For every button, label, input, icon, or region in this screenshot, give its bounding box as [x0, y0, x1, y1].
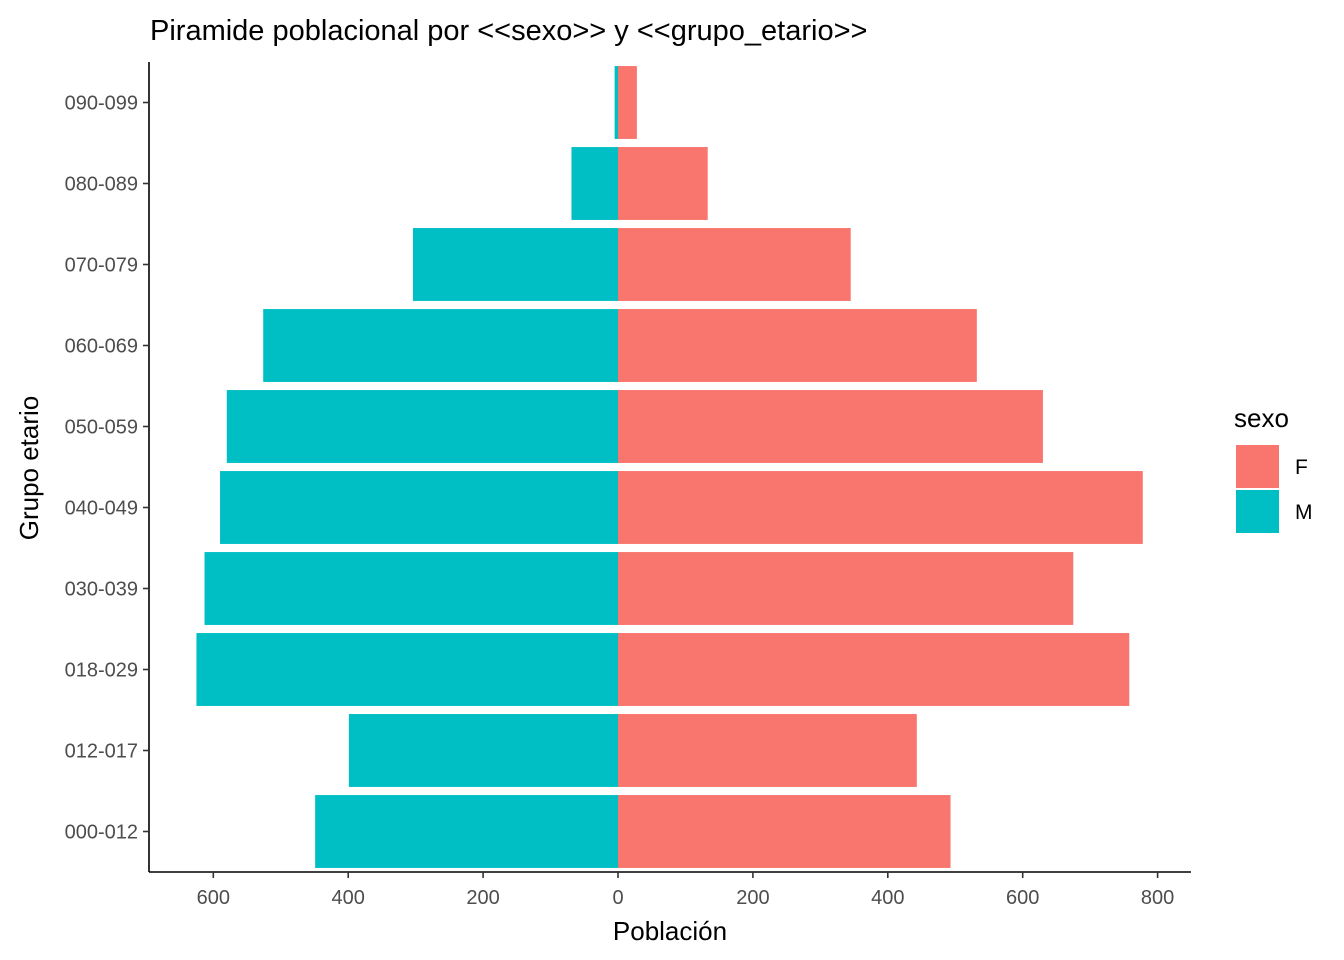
- legend: sexo FM: [1234, 403, 1313, 533]
- y-tick-label-070-079: 070-079: [65, 255, 138, 277]
- axes-group: 000-012 012-017 018-029 030-039 040-049 050-0…: [65, 62, 1191, 909]
- x-tick-label-3: 0: [612, 887, 623, 909]
- bar-M-000-012: [315, 795, 618, 868]
- y-tick-label-060-069: 060-069: [65, 336, 138, 358]
- bar-F-040-049: [618, 471, 1143, 544]
- bar-F-080-089: [618, 147, 708, 220]
- x-tick-label-2: 200: [466, 887, 499, 909]
- bar-M-012-017: [348, 714, 618, 787]
- bar-F-060-069: [618, 309, 977, 382]
- y-tick-label-030-039: 030-039: [65, 579, 138, 601]
- x-tick-label-5: 400: [871, 887, 904, 909]
- bar-M-040-049: [220, 471, 619, 544]
- legend-title: sexo: [1234, 403, 1289, 433]
- legend-key-F: [1236, 445, 1279, 488]
- bars-group: [196, 66, 1143, 868]
- legend-key-M: [1236, 490, 1279, 533]
- bar-M-060-069: [263, 309, 618, 382]
- bar-M-030-039: [204, 552, 618, 625]
- bar-M-050-059: [226, 390, 619, 463]
- x-tick-label-7: 800: [1141, 887, 1174, 909]
- bar-F-000-012: [618, 795, 951, 868]
- y-tick-label-000-012: 000-012: [65, 822, 138, 844]
- y-tick-label-090-099: 090-099: [65, 93, 138, 115]
- x-tick-label-4: 200: [736, 887, 769, 909]
- chart-title: Piramide poblacional por <<sexo>> y <<gr…: [150, 15, 867, 47]
- x-tick-label-6: 600: [1006, 887, 1039, 909]
- x-axis-title: Población: [613, 916, 727, 946]
- bar-M-070-079: [412, 228, 618, 301]
- y-tick-label-040-049: 040-049: [65, 498, 138, 520]
- y-tick-label-050-059: 050-059: [65, 417, 138, 439]
- bar-F-030-039: [618, 552, 1074, 625]
- bar-F-050-059: [618, 390, 1043, 463]
- legend-entries: FM: [1236, 445, 1313, 533]
- bar-F-090-099: [618, 66, 637, 139]
- y-tick-label-080-089: 080-089: [65, 174, 138, 196]
- y-tick-label-018-029: 018-029: [65, 660, 138, 682]
- x-tick-label-1: 400: [332, 887, 365, 909]
- legend-label-M: M: [1295, 501, 1313, 524]
- legend-label-F: F: [1295, 456, 1308, 479]
- bar-M-080-089: [571, 147, 618, 220]
- x-tick-label-0: 600: [197, 887, 230, 909]
- bar-F-070-079: [618, 228, 851, 301]
- bar-F-012-017: [618, 714, 917, 787]
- y-tick-label-012-017: 012-017: [65, 741, 138, 763]
- bar-M-018-029: [196, 633, 618, 706]
- bar-M-090-099: [614, 66, 618, 139]
- bar-F-018-029: [618, 633, 1130, 706]
- y-axis-title: Grupo etario: [14, 396, 44, 541]
